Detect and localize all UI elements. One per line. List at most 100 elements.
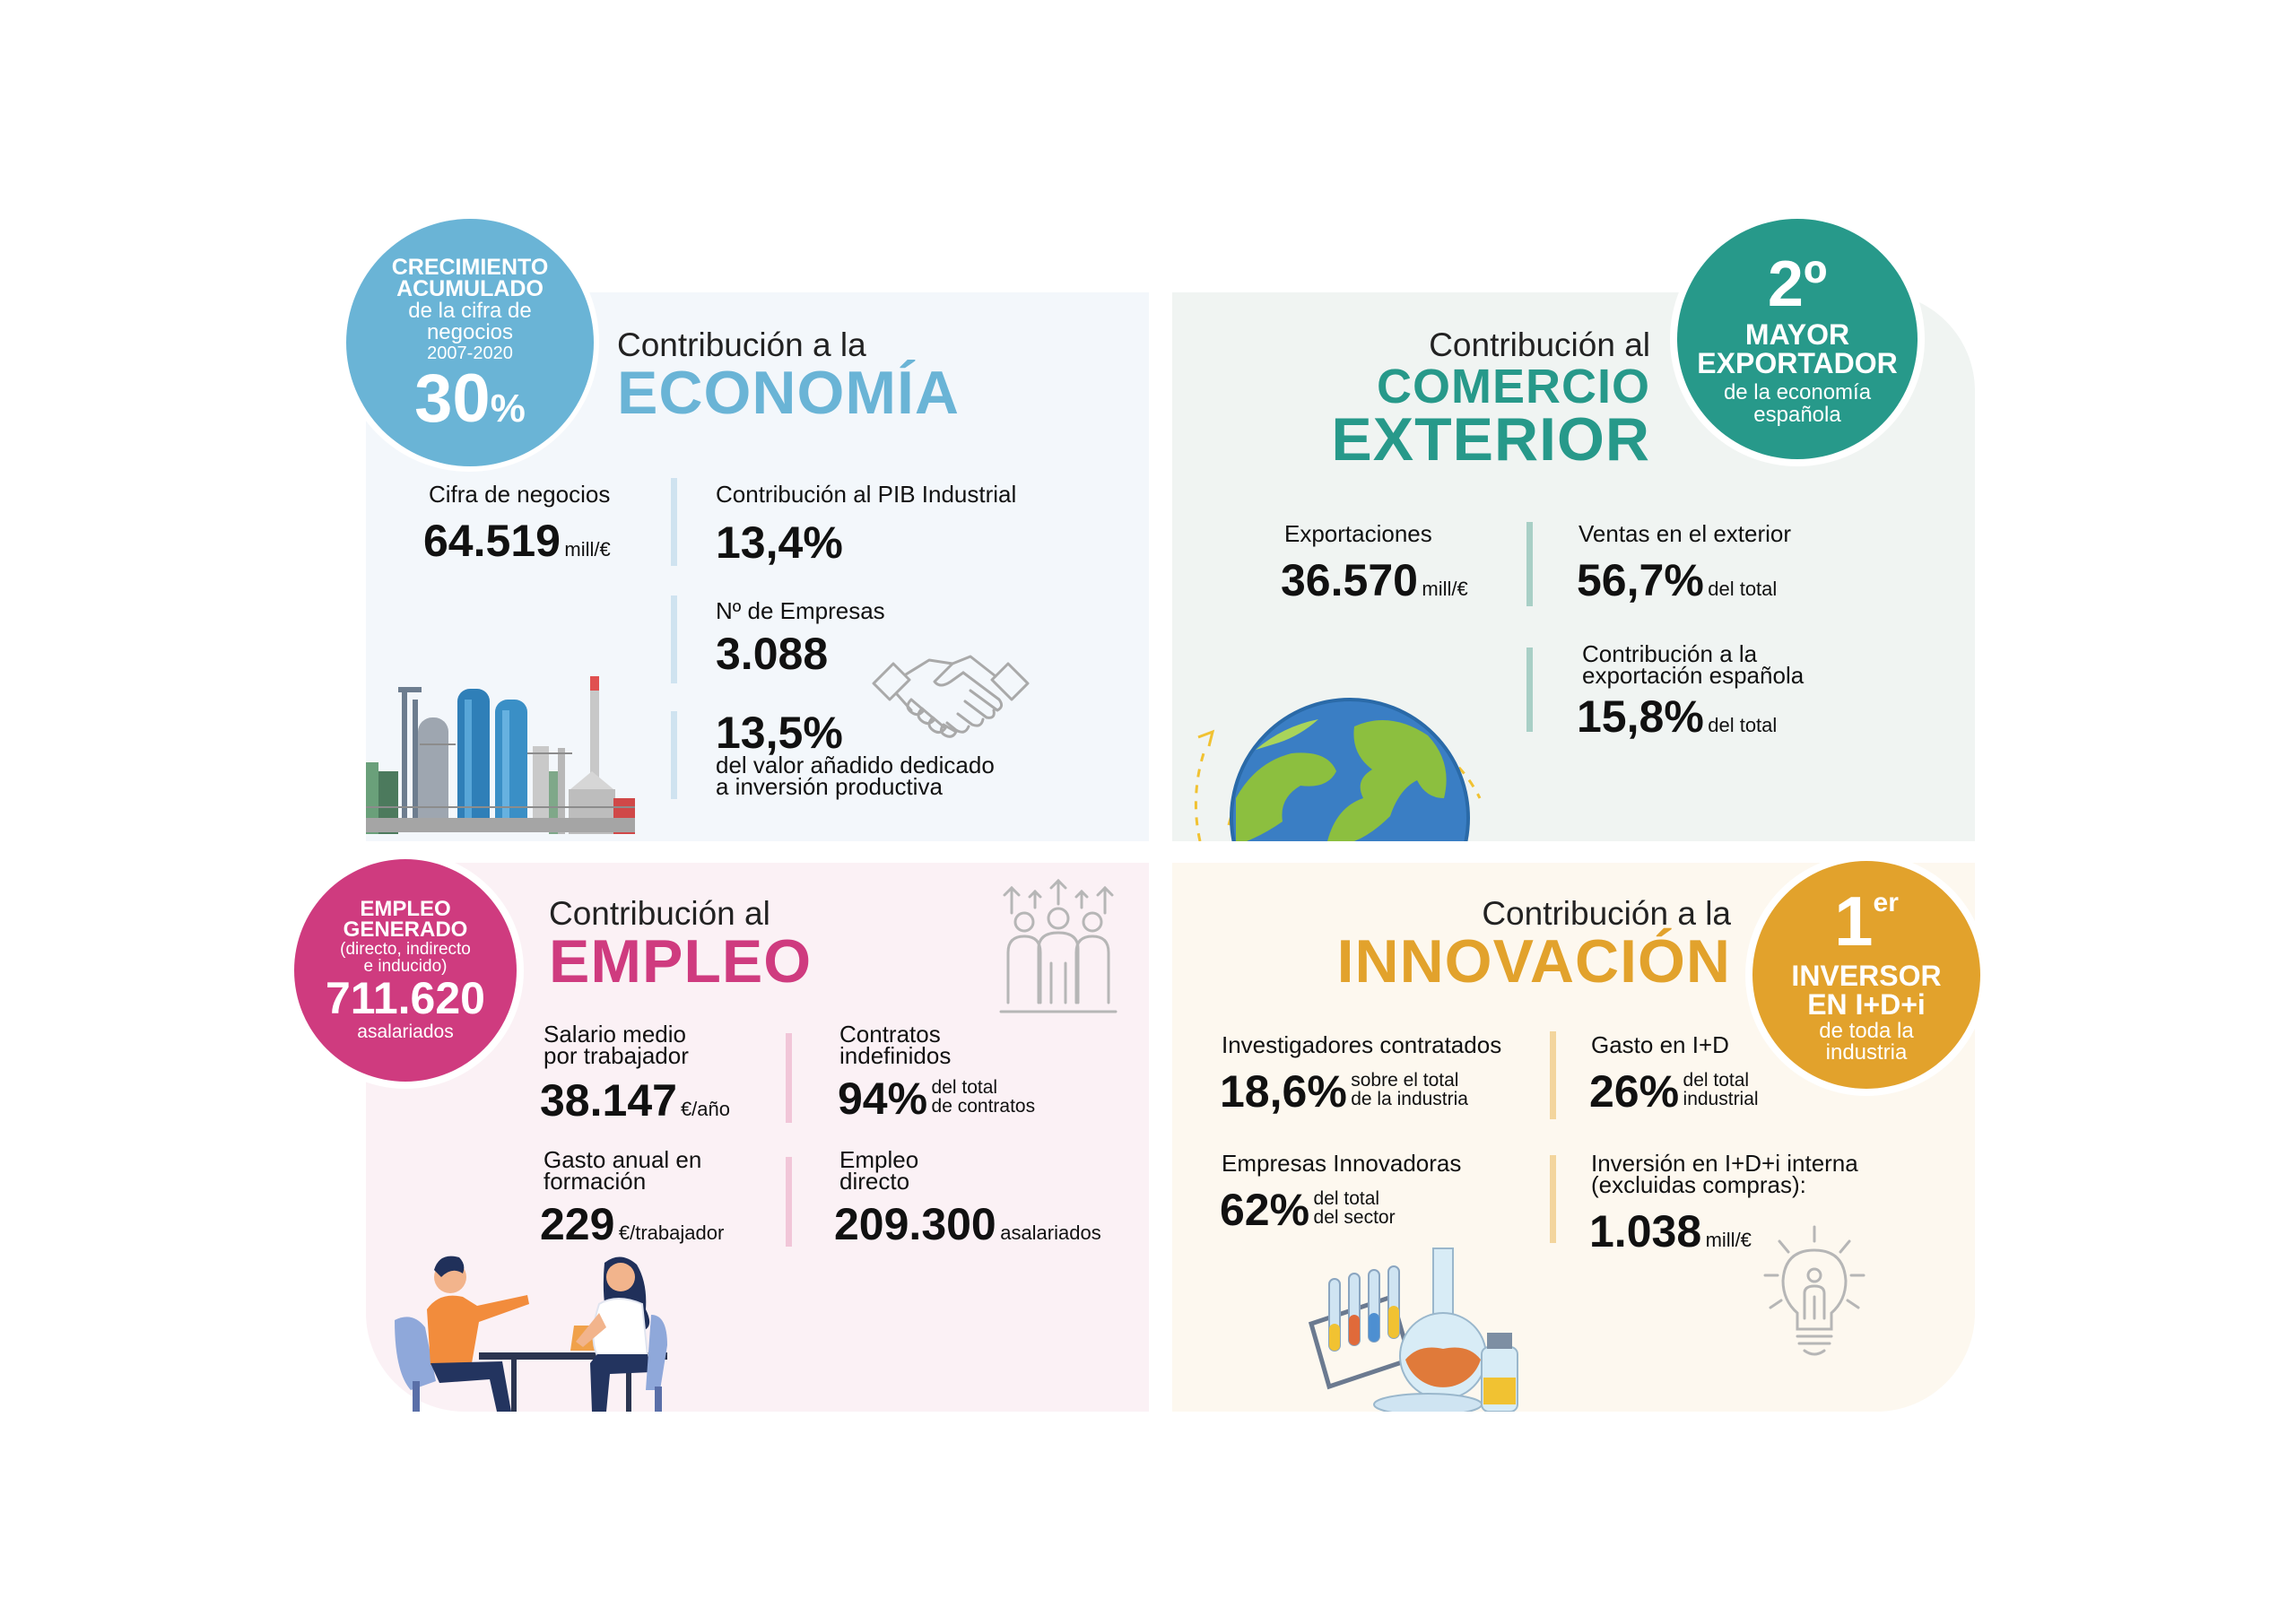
innovacion-badge-line2: EN I+D+i: [1807, 988, 1926, 1021]
economia-divider-2: [671, 596, 677, 683]
pib-label: Contribución al PIB Industrial: [716, 481, 1017, 508]
ventas-value: 56,7%: [1577, 555, 1704, 605]
comercio-badge-value: 2º: [1767, 248, 1828, 320]
empleo-badge-line4: e inducido): [363, 957, 448, 977]
inversion-interna-value: 1.038: [1589, 1206, 1702, 1256]
exportaciones-unit: mill/€: [1422, 578, 1468, 600]
economia-badge-line5: 2007-2020: [427, 343, 513, 363]
gasto-id-unit1: del total: [1683, 1070, 1750, 1091]
empleo-heading-big: EMPLEO: [549, 927, 813, 995]
contrib-export-unit: del total: [1708, 714, 1778, 736]
gasto-id-unit2: industrial: [1683, 1089, 1759, 1109]
inversion-interna-line2: (excluidas compras):: [1591, 1171, 1806, 1198]
empresas-label: Nº de Empresas: [716, 597, 885, 624]
innovacion-heading-big: INNOVACIÓN: [1336, 927, 1731, 995]
comercio-divider-1: [1526, 522, 1533, 606]
economia-heading-big: ECONOMÍA: [617, 359, 960, 427]
lightbulb-person-icon: [1763, 1225, 1866, 1356]
empresas-innovadoras-unit1: del total: [1313, 1188, 1380, 1209]
innovacion-badge-sup: er: [1873, 888, 1899, 917]
empresas-innovadoras-unit2: del sector: [1313, 1207, 1396, 1228]
pib-value: 13,4%: [716, 517, 843, 568]
salario-unit: €/año: [680, 1098, 730, 1120]
economia-divider-3: [671, 711, 677, 799]
economia-badge-pct: %: [490, 386, 526, 430]
comercio-badge: 2º MAYOR EXPORTADOR de la economía españ…: [1677, 219, 1918, 459]
gasto-formacion-line2: formación: [544, 1168, 647, 1195]
people-growth-icon: [999, 878, 1118, 1013]
comercio-divider-2: [1526, 648, 1533, 732]
comercio-heading-big2: EXTERIOR: [1331, 405, 1650, 474]
cifra-negocios-unit: mill/€: [564, 538, 611, 561]
empresas-innovadoras-value: 62%: [1220, 1185, 1310, 1235]
empleo-badge-line5: asalariados: [357, 1021, 454, 1042]
globe-icon: [1194, 698, 1482, 841]
innovacion-divider-1: [1550, 1031, 1556, 1119]
meeting-people-icon: [395, 1256, 667, 1412]
comercio-badge-line3: de la economía: [1723, 379, 1872, 404]
exportaciones-value: 36.570: [1281, 555, 1418, 605]
comercio-heading-big1: COMERCIO: [1377, 360, 1650, 413]
empleo-directo-line1: Empleo: [839, 1146, 919, 1173]
empleo-directo-line2: directo: [839, 1168, 910, 1195]
ventas-unit: del total: [1708, 578, 1778, 600]
gasto-id-value: 26%: [1589, 1066, 1680, 1117]
economia-badge-line1: CRECIMIENTO: [391, 255, 549, 281]
economia-divider-1: [671, 478, 677, 566]
contrib-export-value: 15,8%: [1577, 691, 1704, 742]
economia-badge-line2: ACUMULADO: [396, 276, 544, 301]
inversion-interna-unit: mill/€: [1705, 1229, 1752, 1251]
empleo-heading-small: Contribución al: [549, 895, 770, 932]
contratos-line2: indefinidos: [839, 1042, 952, 1069]
investigadores-unit1: sobre el total: [1351, 1070, 1459, 1091]
economia-badge-line3: de la cifra de: [408, 298, 532, 323]
economia-badge-line4: negocios: [426, 319, 514, 344]
empleo-badge-line3: (directo, indirecto: [340, 940, 471, 960]
empresas-innovadoras-label: Empresas Innovadoras: [1222, 1150, 1462, 1177]
innovacion-badge-line1: INVERSOR: [1791, 960, 1942, 992]
inversion-value: 13,5%: [716, 708, 843, 758]
investigadores-label: Investigadores contratados: [1222, 1031, 1502, 1058]
innovacion-badge-line3: de toda la: [1819, 1019, 1914, 1043]
salario-line1: Salario medio: [544, 1021, 686, 1048]
innovacion-badge-line4: industria: [1825, 1040, 1908, 1065]
exportaciones-label: Exportaciones: [1284, 520, 1432, 547]
economia-badge: CRECIMIENTO ACUMULADO de la cifra de neg…: [346, 219, 594, 466]
empleo-divider-2: [786, 1157, 792, 1247]
empleo-badge-value: 711.620: [326, 973, 485, 1024]
empresas-value: 3.088: [716, 629, 829, 679]
contrib-export-line1: Contribución a la: [1582, 640, 1758, 667]
empleo-badge: EMPLEO GENERADO (directo, indirecto e in…: [294, 859, 517, 1082]
salario-line2: por trabajador: [544, 1042, 689, 1069]
empleo-badge-line2: GENERADO: [343, 917, 468, 943]
inversion-line2: a inversión productiva: [716, 773, 943, 800]
salario-value: 38.147: [540, 1075, 677, 1126]
handshake-icon: [872, 655, 1030, 738]
contratos-unit1: del total: [931, 1077, 998, 1098]
comercio-badge-line2: EXPORTADOR: [1697, 346, 1898, 379]
economia-badge-value: 30: [414, 360, 491, 437]
comercio-badge-line1: MAYOR: [1744, 317, 1850, 351]
economia-heading-small: Contribución a la: [617, 326, 866, 363]
contrib-export-line2: exportación española: [1582, 662, 1805, 689]
gasto-formacion-unit: €/trabajador: [618, 1221, 725, 1244]
empleo-directo-value: 209.300: [834, 1199, 996, 1249]
factory-icon: [366, 676, 635, 834]
investigadores-value: 18,6%: [1220, 1066, 1347, 1117]
contratos-line1: Contratos: [839, 1021, 941, 1048]
innovacion-divider-2: [1550, 1155, 1556, 1243]
contratos-value: 94%: [838, 1074, 928, 1124]
innovacion-badge: 1er INVERSOR EN I+D+i de toda la industr…: [1752, 861, 1980, 1089]
empleo-badge-line1: EMPLEO: [360, 897, 451, 922]
comercio-badge-line4: española: [1753, 403, 1841, 427]
empleo-directo-unit: asalariados: [1000, 1221, 1101, 1244]
inversion-line1: del valor añadido dedicado: [716, 752, 995, 778]
gasto-formacion-line1: Gasto anual en: [544, 1146, 702, 1173]
innovacion-heading-small: Contribución a la: [1482, 895, 1731, 932]
inversion-interna-line1: Inversión en I+D+i interna: [1591, 1150, 1858, 1177]
cifra-negocios-label: Cifra de negocios: [429, 481, 611, 508]
comercio-heading-small: Contribución al: [1429, 326, 1650, 363]
empleo-divider-1: [786, 1033, 792, 1123]
cifra-negocios-value: 64.519: [423, 516, 561, 566]
innovacion-badge-value: 1: [1834, 882, 1874, 961]
